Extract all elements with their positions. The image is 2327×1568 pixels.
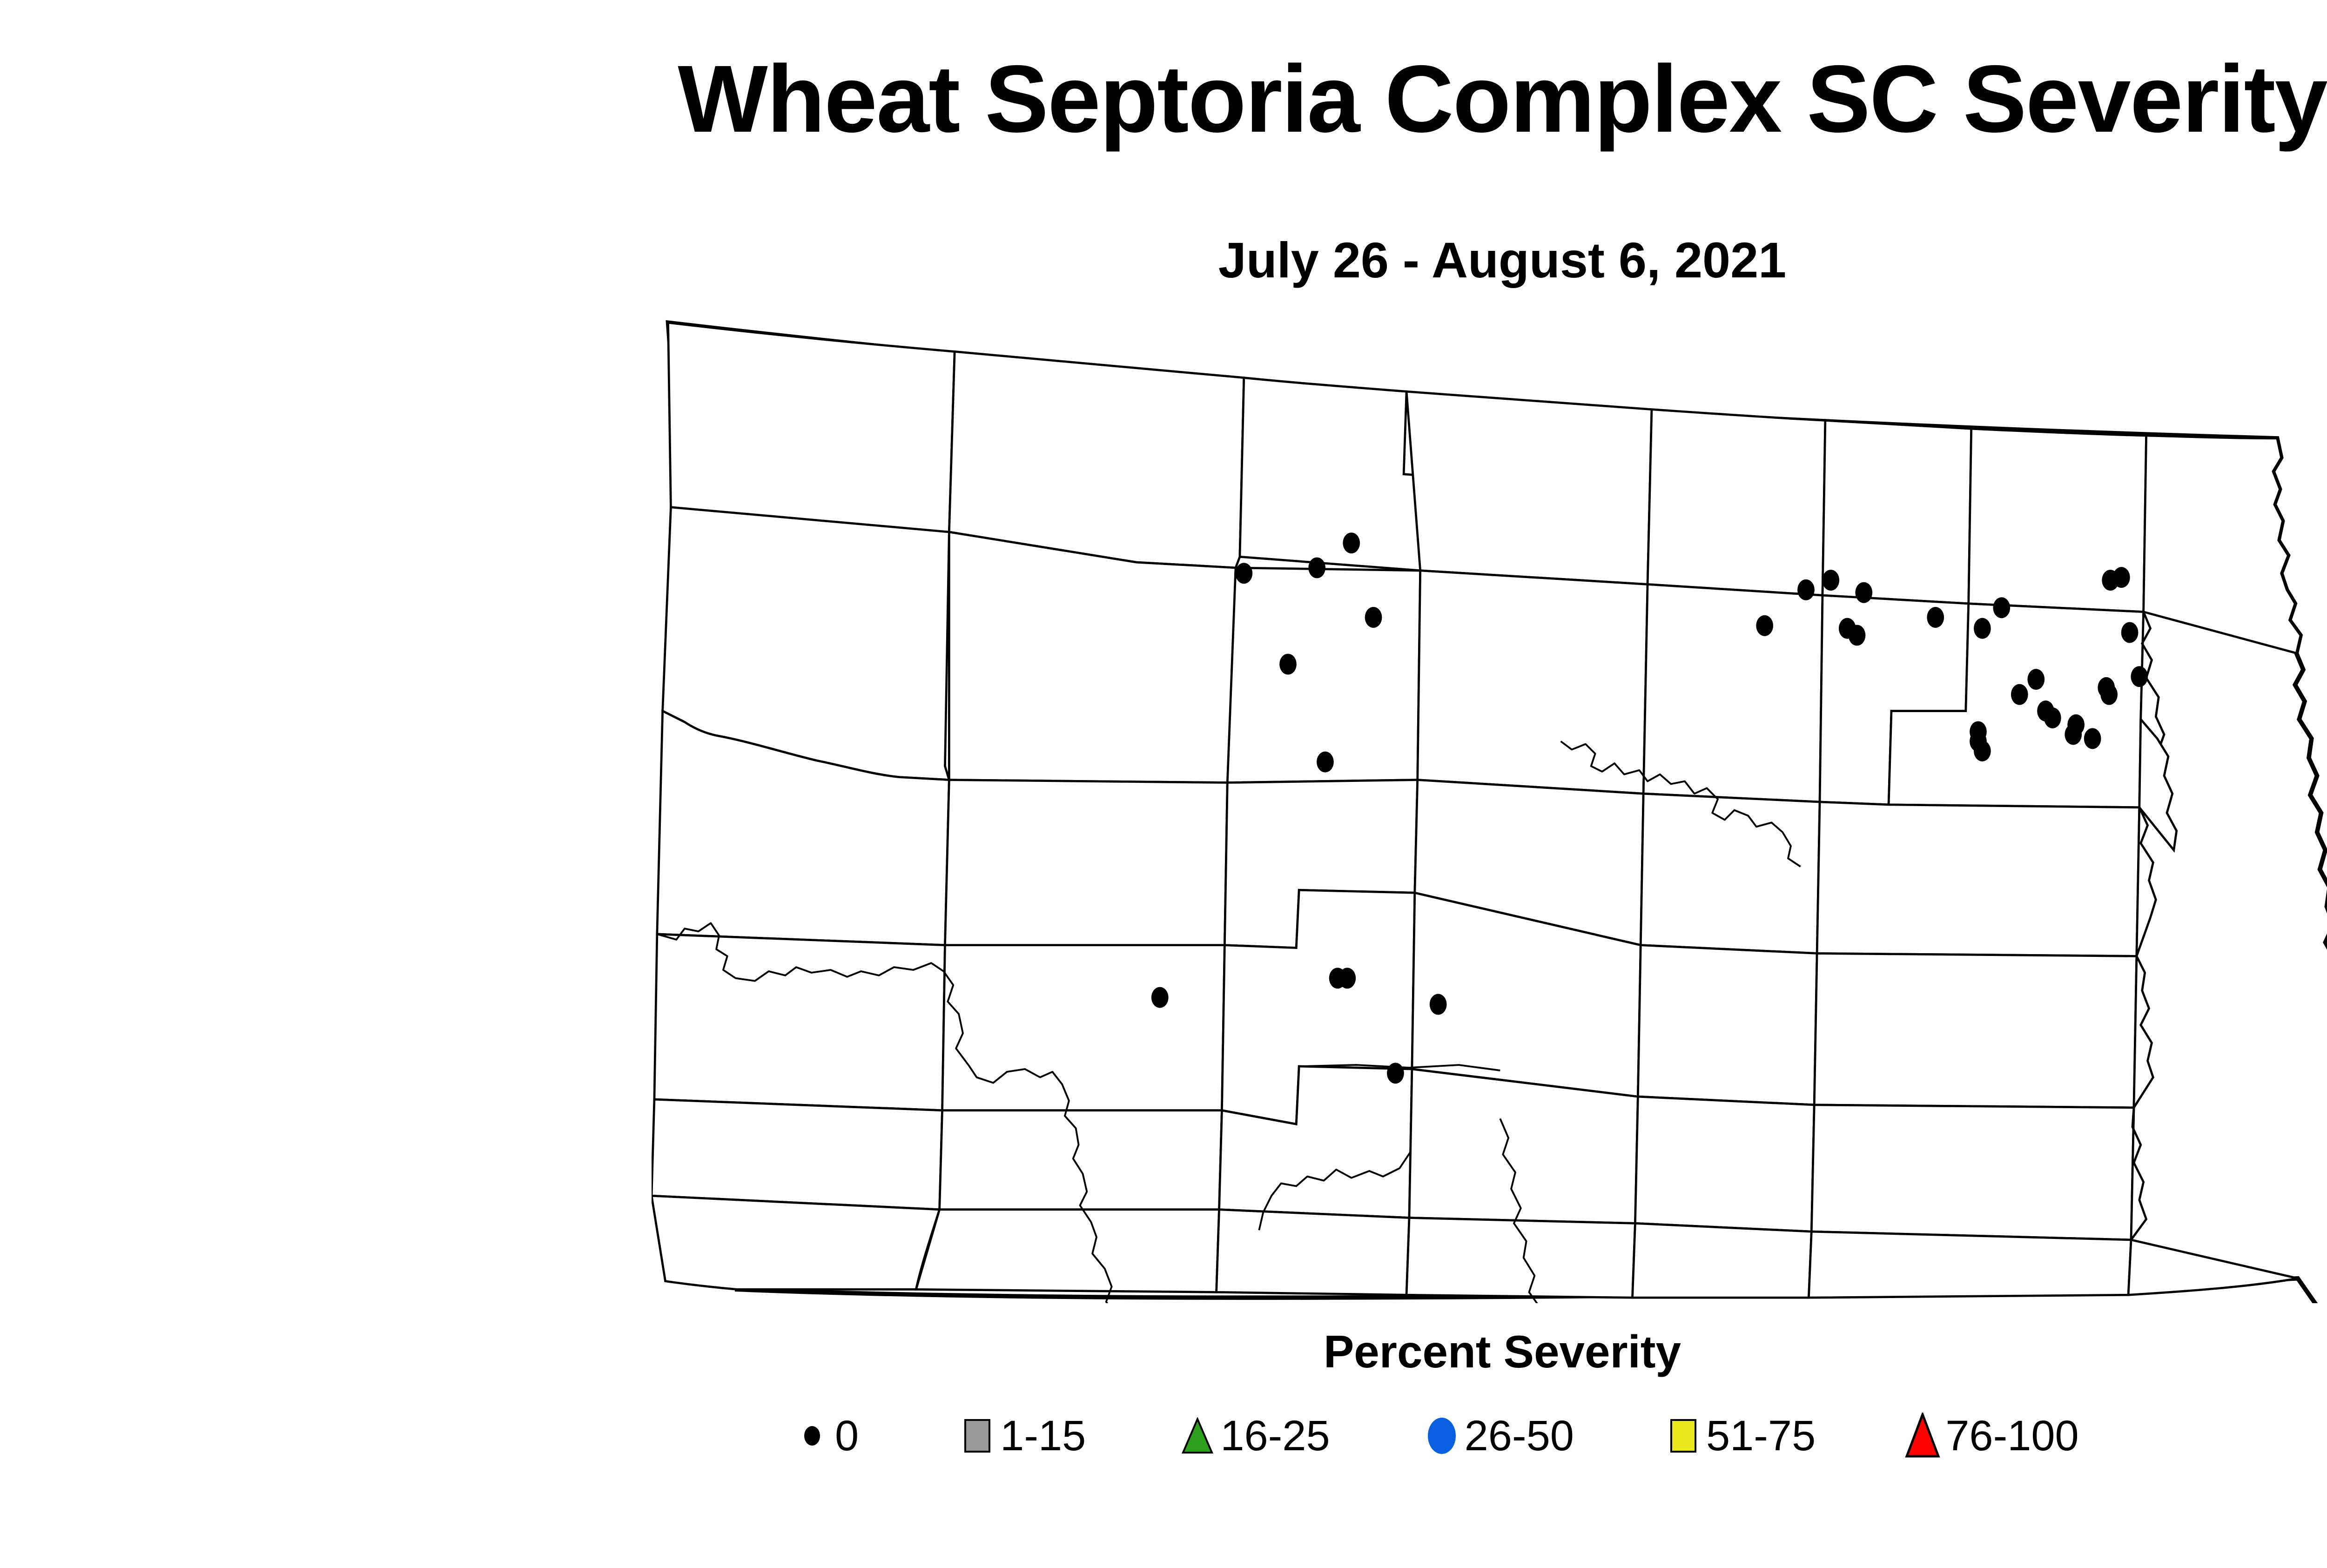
legend-circle-icon bbox=[1421, 1416, 1463, 1455]
data-point bbox=[1343, 532, 1360, 554]
missouri-river-hydrography bbox=[657, 922, 1538, 1303]
data-point bbox=[2011, 684, 2028, 705]
legend-item-4[interactable]: 51-75 bbox=[1662, 1406, 1816, 1466]
data-point bbox=[2027, 669, 2045, 690]
legend-item-3[interactable]: 26-50 bbox=[1421, 1406, 1574, 1466]
data-point bbox=[2065, 724, 2082, 745]
data-point bbox=[1848, 625, 1866, 646]
data-point bbox=[1308, 557, 1326, 579]
legend-circle-icon bbox=[791, 1426, 833, 1446]
data-point bbox=[1855, 582, 1873, 603]
data-point bbox=[2044, 707, 2061, 728]
legend-label-2: 16-25 bbox=[1220, 1412, 1330, 1460]
legend-label-5: 76-100 bbox=[1945, 1412, 2079, 1460]
legend-triangle-icon bbox=[1902, 1413, 1944, 1459]
legend-label-1: 1-15 bbox=[1000, 1412, 1086, 1460]
severity-data-points bbox=[1151, 532, 2148, 1084]
legend-triangle-icon bbox=[1177, 1417, 1218, 1454]
data-point bbox=[1974, 618, 1991, 639]
legend-label-3: 26-50 bbox=[1464, 1412, 1574, 1460]
devils-lake-hydrography bbox=[1560, 740, 1801, 868]
page-title: Wheat Septoria Complex SC Severity bbox=[678, 46, 2327, 152]
data-point bbox=[2112, 567, 2130, 588]
data-point bbox=[1235, 563, 1253, 584]
data-point bbox=[1822, 570, 1840, 591]
legend-item-1[interactable]: 1-15 bbox=[956, 1406, 1086, 1466]
data-point bbox=[1151, 987, 1169, 1008]
north-dakota-county-map bbox=[652, 320, 2327, 1303]
data-point bbox=[2084, 728, 2101, 749]
page-subtitle: July 26 - August 6, 2021 bbox=[1218, 232, 1787, 288]
legend-square-icon bbox=[956, 1419, 998, 1453]
data-point bbox=[1974, 740, 1991, 761]
data-point bbox=[1927, 606, 1944, 628]
data-point bbox=[1317, 751, 1334, 773]
data-point bbox=[1387, 1063, 1404, 1084]
legend-item-0[interactable]: 0 bbox=[791, 1406, 859, 1466]
data-point bbox=[1365, 606, 1382, 628]
data-point bbox=[1429, 994, 1447, 1015]
data-point bbox=[1338, 968, 1356, 989]
data-point bbox=[1279, 653, 1297, 675]
legend-label-4: 51-75 bbox=[1706, 1412, 1816, 1460]
data-point bbox=[1797, 579, 1815, 600]
legend: 0 1-15 16-25 26-50 5 bbox=[791, 1406, 2215, 1466]
map-counties bbox=[652, 320, 2327, 1303]
legend-item-2[interactable]: 16-25 bbox=[1177, 1406, 1330, 1466]
legend-title: Percent Severity bbox=[1323, 1326, 1681, 1377]
data-point bbox=[2121, 622, 2139, 643]
data-point bbox=[2100, 684, 2118, 705]
legend-label-0: 0 bbox=[835, 1412, 859, 1460]
legend-item-5[interactable]: 76-100 bbox=[1902, 1406, 2079, 1466]
data-point bbox=[2131, 666, 2148, 687]
map-container bbox=[652, 298, 2327, 1303]
data-point bbox=[1756, 615, 1774, 636]
data-point bbox=[1993, 597, 2011, 619]
legend-square-icon bbox=[1662, 1419, 1704, 1453]
